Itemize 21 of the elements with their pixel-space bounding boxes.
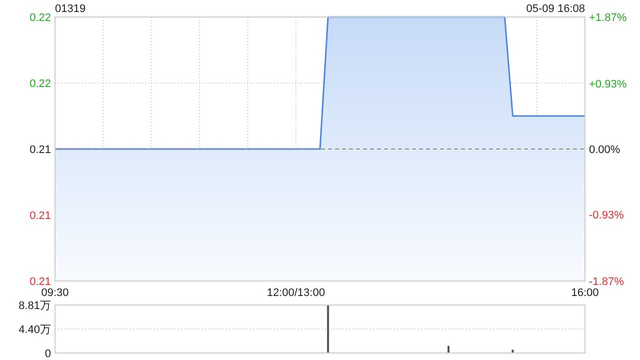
x-tick-label: 09:30 [41,287,69,299]
y-tick-label: 0.21 [30,210,51,222]
y2-tick-label: +0.93% [589,78,627,90]
y-tick-label: 8.81万 [18,300,51,312]
y-tick-label: 0.21 [30,276,51,288]
y-tick-label: 0.22 [30,12,51,24]
y-tick-label: 0 [44,348,51,360]
text: 05-09 16:08 [526,3,585,15]
bar [447,346,450,353]
chart-title: 01319 [55,3,86,15]
y2-tick-label: -0.93% [589,210,624,222]
y2-tick-label: 0.00% [589,144,620,156]
y-tick-label: 4.40万 [18,324,51,336]
x-tick-label: 16:00 [571,287,599,299]
y-tick-label: 0.22 [30,78,51,90]
y-tick-label: 0.21 [30,144,51,156]
x-tick-label: 12:00/13:00 [266,287,325,299]
y2-tick-label: +1.87% [589,12,627,24]
bar [327,305,330,353]
bar [512,350,514,353]
y2-tick-label: -1.87% [589,276,624,288]
